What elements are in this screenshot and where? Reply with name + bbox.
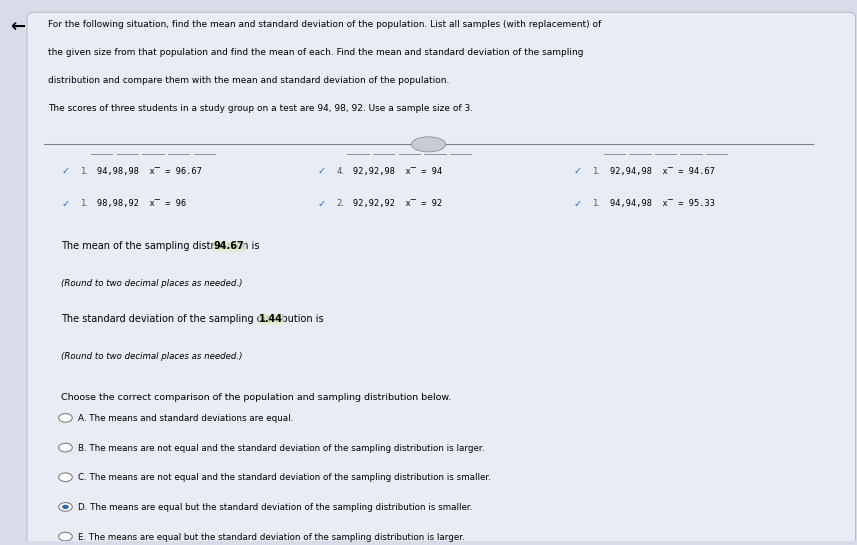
Circle shape	[62, 505, 69, 509]
Text: Choose the correct comparison of the population and sampling distribution below.: Choose the correct comparison of the pop…	[61, 392, 452, 402]
Text: 2.: 2.	[336, 199, 345, 208]
Text: 1.: 1.	[592, 199, 601, 208]
Text: 4.: 4.	[336, 167, 345, 176]
Text: ←: ←	[10, 17, 25, 35]
Text: 92,92,98  x̅ = 94: 92,92,98 x̅ = 94	[353, 167, 442, 176]
Text: 94,94,98  x̅ = 95.33: 94,94,98 x̅ = 95.33	[609, 199, 715, 208]
Text: E. The means are equal but the standard deviation of the sampling distribution i: E. The means are equal but the standard …	[78, 533, 465, 542]
Text: ✓: ✓	[573, 166, 582, 177]
Text: C. The means are not equal and the standard deviation of the sampling distributi: C. The means are not equal and the stand…	[78, 474, 491, 482]
Text: ✓: ✓	[317, 199, 326, 209]
Circle shape	[58, 473, 72, 482]
Text: the given size from that population and find the mean of each. Find the mean and: the given size from that population and …	[48, 49, 584, 57]
Text: The scores of three students in a study group on a test are 94, 98, 92. Use a sa: The scores of three students in a study …	[48, 105, 474, 113]
Text: The mean of the sampling distribution is: The mean of the sampling distribution is	[61, 241, 263, 251]
Text: 94.67: 94.67	[213, 241, 244, 251]
Circle shape	[58, 443, 72, 452]
Text: 98,98,92  x̅ = 96: 98,98,92 x̅ = 96	[97, 199, 186, 208]
Text: distribution and compare them with the mean and standard deviation of the popula: distribution and compare them with the m…	[48, 76, 450, 86]
Text: A. The means and standard deviations are equal.: A. The means and standard deviations are…	[78, 414, 293, 423]
Text: 1.: 1.	[80, 199, 88, 208]
Text: 1.44: 1.44	[259, 314, 283, 324]
Ellipse shape	[411, 137, 446, 152]
Text: 1.: 1.	[80, 167, 88, 176]
Text: (Round to two decimal places as needed.): (Round to two decimal places as needed.)	[61, 352, 243, 361]
Circle shape	[58, 502, 72, 511]
Text: ✓: ✓	[61, 166, 69, 177]
Text: For the following situation, find the mean and standard deviation of the populat: For the following situation, find the me…	[48, 20, 602, 29]
Text: ✓: ✓	[573, 199, 582, 209]
FancyBboxPatch shape	[27, 12, 855, 545]
Text: 94,98,98  x̅ = 96.67: 94,98,98 x̅ = 96.67	[97, 167, 202, 176]
Circle shape	[58, 532, 72, 541]
Text: D. The means are equal but the standard deviation of the sampling distribution i: D. The means are equal but the standard …	[78, 503, 473, 512]
Text: (Round to two decimal places as needed.): (Round to two decimal places as needed.)	[61, 279, 243, 288]
Text: B. The means are not equal and the standard deviation of the sampling distributi: B. The means are not equal and the stand…	[78, 444, 485, 453]
Text: 92,92,92  x̅ = 92: 92,92,92 x̅ = 92	[353, 199, 442, 208]
Text: ✓: ✓	[317, 166, 326, 177]
Text: The standard deviation of the sampling distribution is: The standard deviation of the sampling d…	[61, 314, 327, 324]
Text: 92,94,98  x̅ = 94.67: 92,94,98 x̅ = 94.67	[609, 167, 715, 176]
Text: 1.: 1.	[592, 167, 601, 176]
Circle shape	[58, 414, 72, 422]
Text: ✓: ✓	[61, 199, 69, 209]
